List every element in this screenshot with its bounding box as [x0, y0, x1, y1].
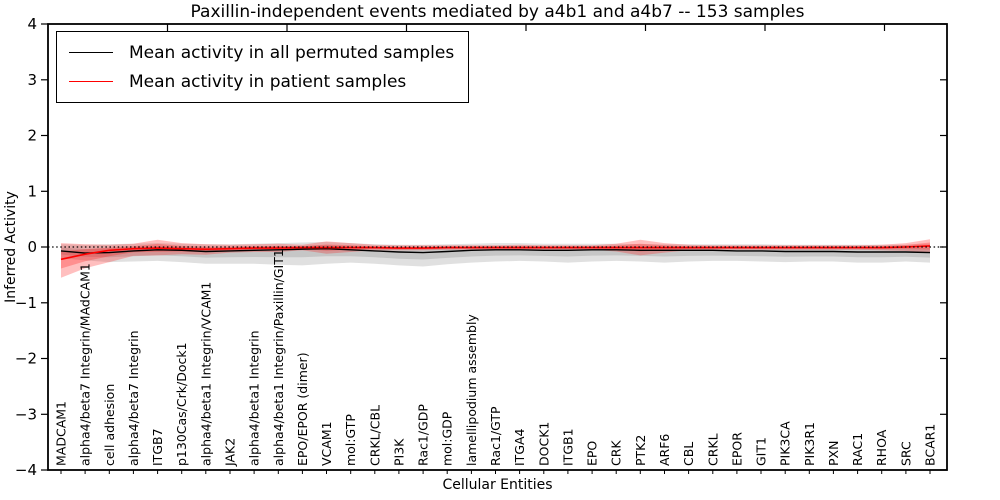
y-tick-label: 1 — [27, 182, 37, 200]
legend-label-permuted: Mean activity in all permuted samples — [129, 42, 455, 63]
x-tick-label: JAK2 — [223, 438, 238, 467]
x-tick-label: alpha4/beta1 Integrin — [247, 330, 262, 466]
legend-entry-patient: Mean activity in patient samples — [69, 67, 454, 96]
y-tick-label: 3 — [27, 71, 37, 89]
y-tick-label: 0 — [27, 238, 37, 256]
x-tick-label: PIK3CA — [778, 421, 793, 466]
x-tick-label: VCAM1 — [319, 421, 334, 466]
y-tick-label: 4 — [27, 15, 37, 33]
x-tick-label: ITGB7 — [150, 428, 165, 466]
permuted-mean-line — [60, 247, 931, 254]
x-tick-label: CRKL/CBL — [367, 405, 382, 466]
x-tick-label: CRK — [609, 440, 624, 466]
y-tick-label: −3 — [15, 405, 37, 423]
x-tick-label: Rac1/GDP — [416, 404, 431, 466]
legend-label-patient: Mean activity in patient samples — [129, 71, 407, 92]
x-tick-label: SRC — [898, 441, 913, 466]
x-tick-label: RHOA — [874, 429, 889, 466]
x-tick-label: PXN — [826, 441, 841, 466]
x-axis-label: Cellular Entities — [442, 477, 553, 493]
x-tick-label: alpha4/beta7 Integrin/MAdCAM1 — [78, 263, 93, 466]
x-tick-label: mol:GDP — [440, 411, 455, 466]
x-tick-label: alpha4/beta1 Integrin/Paxillin/GIT1 — [271, 249, 286, 466]
y-axis-label: Inferred Activity — [3, 191, 19, 303]
x-tick-label: ARF6 — [657, 434, 672, 466]
x-tick-label: ITGA4 — [512, 428, 527, 466]
x-tick-label: ITGB1 — [560, 428, 575, 466]
x-tick-label: EPO/EPOR (dimer) — [295, 352, 310, 466]
x-tick-label: GIT1 — [754, 437, 769, 466]
x-tick-label: CRKL — [705, 433, 720, 466]
x-tick-label: BCAR1 — [923, 424, 938, 466]
y-tick-label: 2 — [27, 127, 37, 145]
x-tick-label: EPOR — [729, 432, 744, 466]
x-tick-label: EPO — [585, 441, 600, 466]
y-tick-label: −2 — [15, 350, 37, 368]
x-tick-label: p130Cas/Crk/Dock1 — [174, 342, 189, 466]
chart-title: Paxillin-independent events mediated by … — [190, 2, 805, 22]
patient-band — [61, 242, 930, 269]
x-tick-label: Rac1/GTP — [488, 406, 503, 466]
x-tick-label: alpha4/beta1 Integrin/VCAM1 — [198, 282, 213, 466]
x-tick-label: cell adhesion — [102, 384, 117, 466]
permuted-line-swatch — [69, 52, 113, 53]
legend-entry-permuted: Mean activity in all permuted samples — [69, 38, 454, 67]
x-tick-label: DOCK1 — [536, 422, 551, 466]
x-tick-label: RAC1 — [850, 433, 865, 466]
x-tick-label: PTK2 — [633, 435, 648, 466]
y-tick-label: −1 — [15, 294, 37, 312]
x-tick-label: lamellipodium assembly — [464, 314, 479, 466]
patient-line-swatch — [69, 81, 113, 82]
x-tick-label: PIK3R1 — [802, 422, 817, 466]
x-tick-label: MADCAM1 — [54, 401, 69, 466]
legend: Mean activity in all permuted samples Me… — [56, 31, 470, 103]
x-tick-label: PI3K — [391, 438, 406, 466]
y-tick-label: −4 — [15, 461, 37, 479]
x-tick-label: mol:GTP — [343, 414, 358, 466]
x-tick-label: CBL — [681, 442, 696, 466]
x-tick-label: alpha4/beta7 Integrin — [126, 330, 141, 466]
